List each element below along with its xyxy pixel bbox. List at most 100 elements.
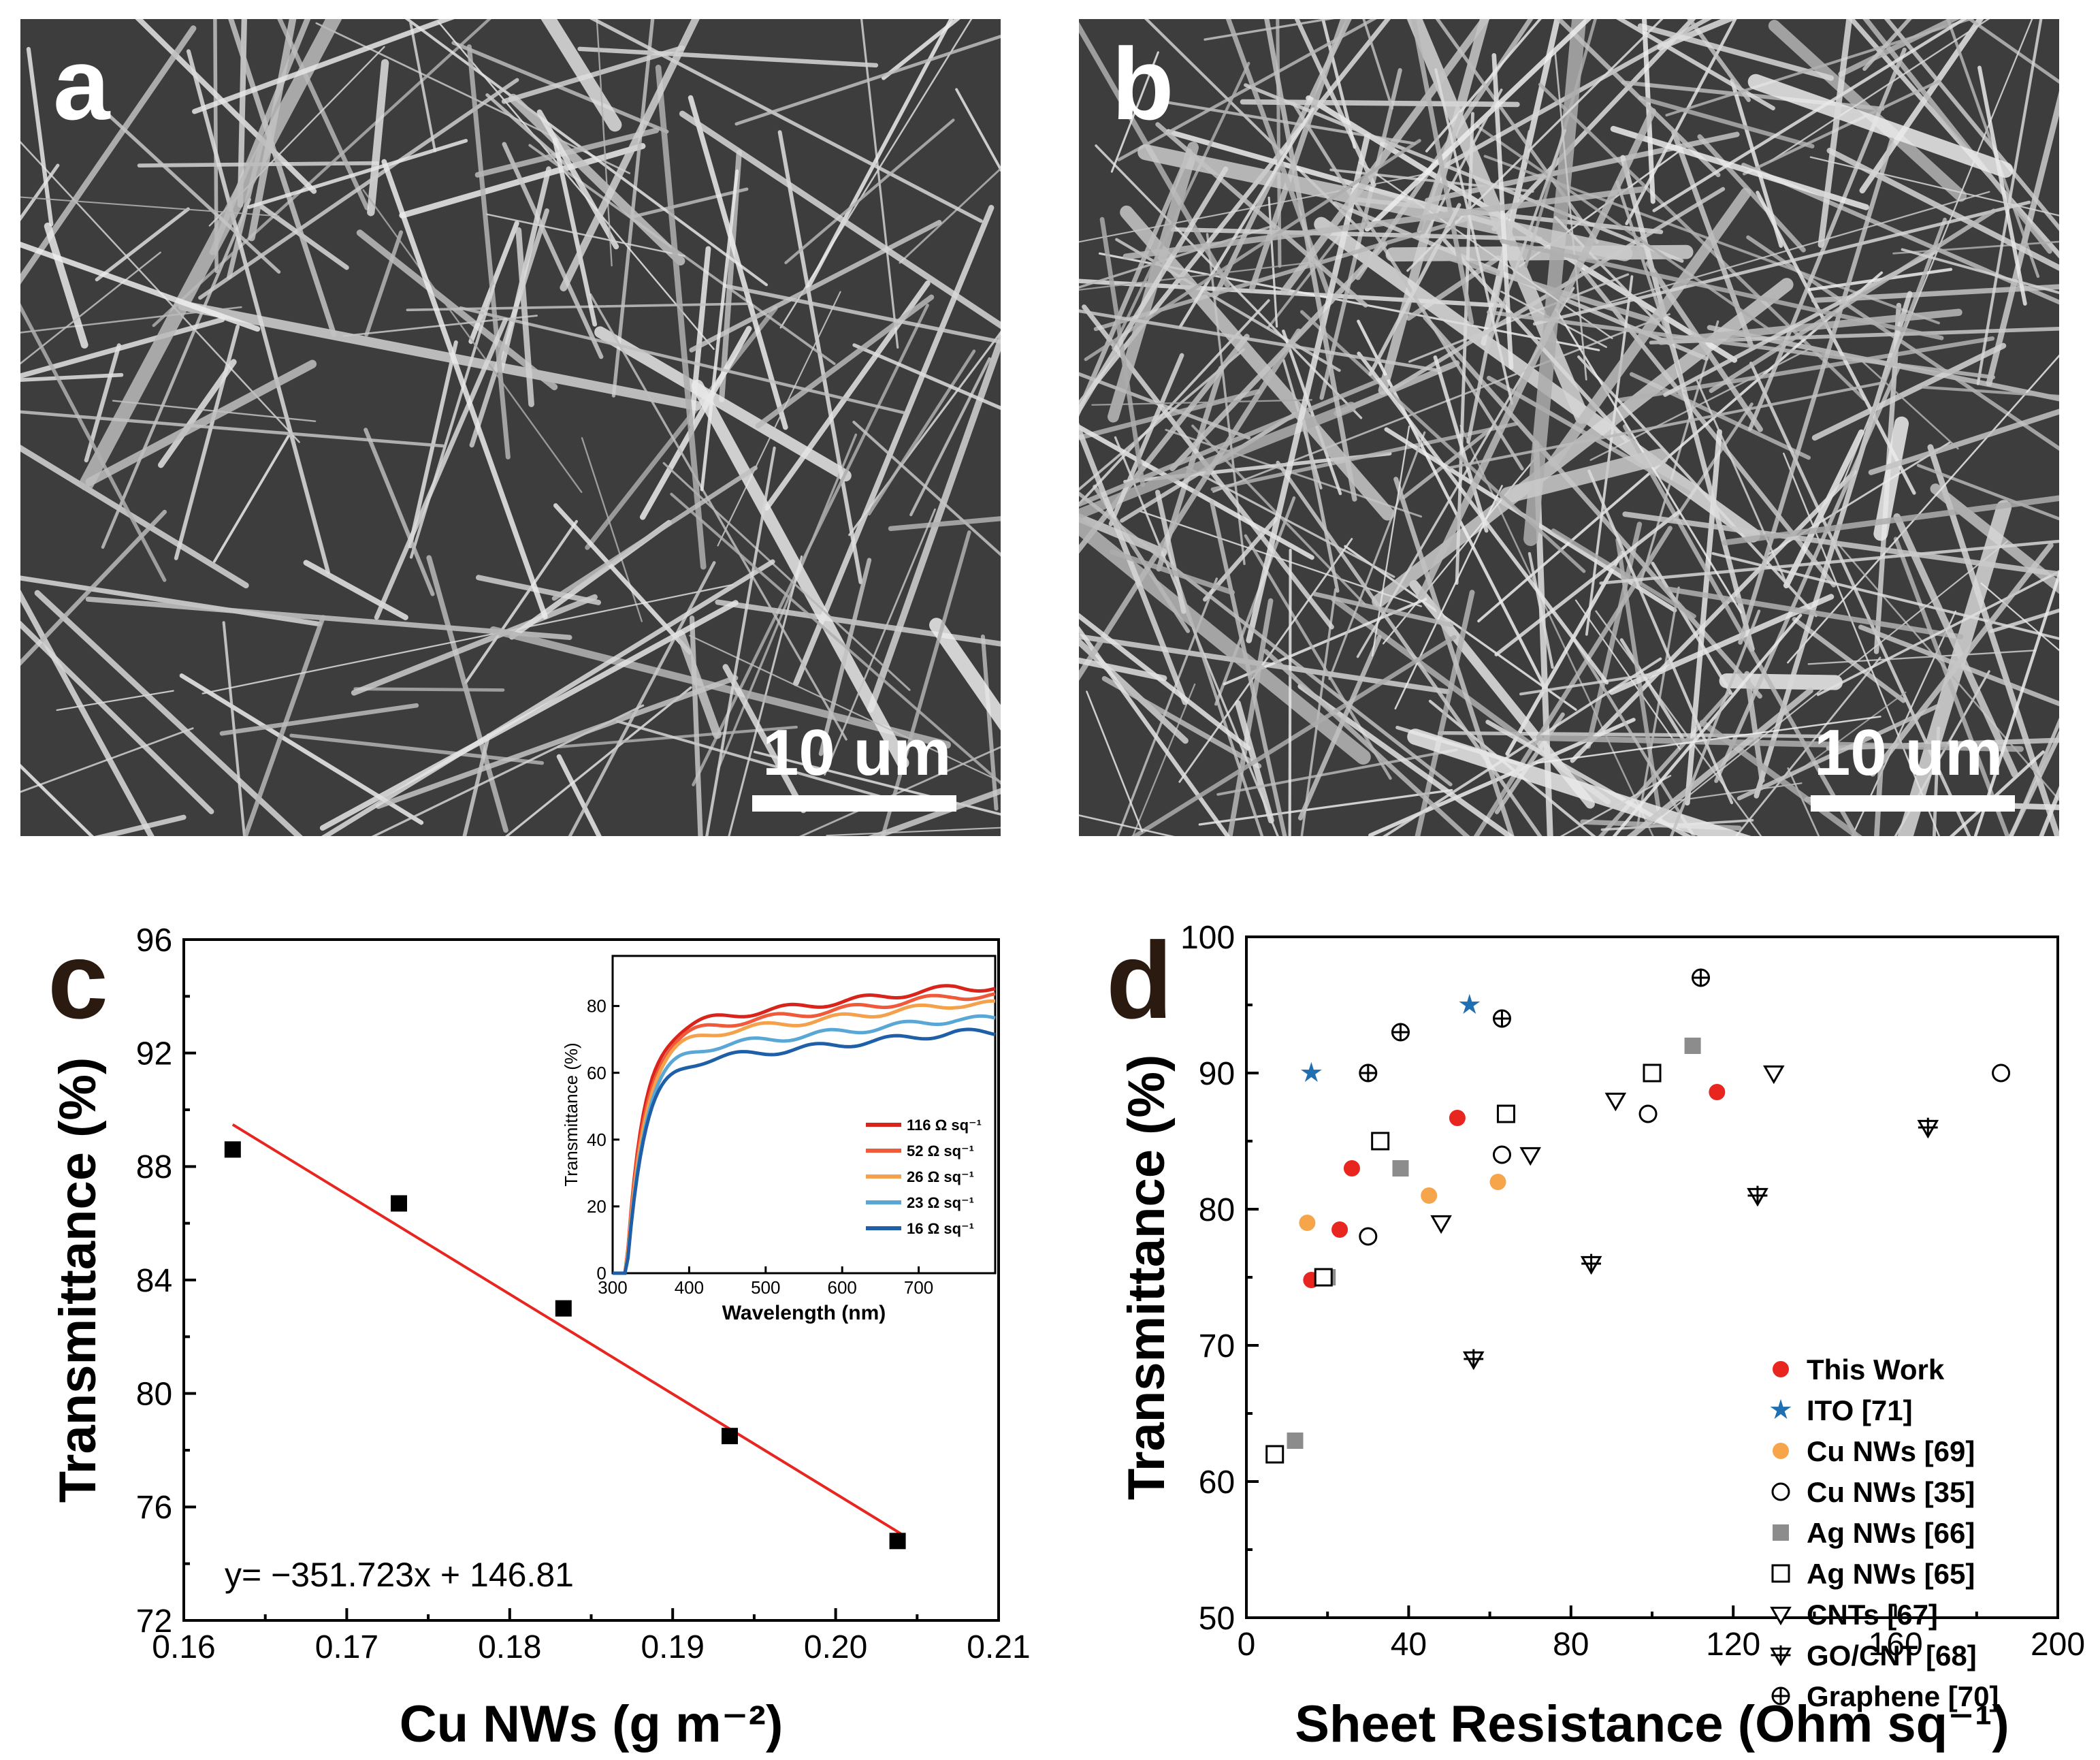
data-point bbox=[1643, 1063, 1662, 1083]
nanowire bbox=[1487, 310, 1996, 379]
nanowire bbox=[462, 733, 491, 836]
nanowire bbox=[1783, 452, 1941, 836]
nanowire bbox=[1362, 19, 1394, 110]
nanowire bbox=[2039, 786, 2059, 836]
nanowire bbox=[20, 196, 280, 217]
nanowire bbox=[1967, 19, 2059, 84]
data-point bbox=[391, 1195, 408, 1212]
y-tick-label: 76 bbox=[136, 1490, 172, 1526]
data-point bbox=[1391, 1023, 1410, 1042]
nanowire bbox=[1267, 196, 1278, 328]
inset-series-line bbox=[613, 1014, 996, 1275]
nanowire bbox=[222, 621, 246, 836]
nanowire bbox=[1297, 635, 1382, 821]
nanowire bbox=[1736, 704, 1940, 801]
nanowire bbox=[20, 410, 445, 448]
nanowire bbox=[1079, 166, 1229, 415]
data-point bbox=[1449, 1110, 1466, 1126]
y-tick-label: 0 bbox=[596, 1263, 606, 1283]
nanowire bbox=[364, 428, 435, 596]
nanowire bbox=[135, 19, 317, 194]
nanowire bbox=[1653, 541, 2008, 825]
nanowire bbox=[1519, 671, 1664, 696]
nanowire bbox=[1626, 687, 1813, 836]
nanowire bbox=[1079, 224, 1275, 289]
nanowire bbox=[1079, 491, 1453, 786]
nanowire bbox=[1358, 161, 1613, 340]
nanowire bbox=[213, 19, 219, 274]
nanowire bbox=[1434, 68, 1514, 405]
inset-legend-label: 26 Ω sq⁻¹ bbox=[907, 1168, 974, 1185]
nanowire bbox=[679, 110, 1001, 330]
nanowire bbox=[1079, 516, 1371, 765]
data-point bbox=[1638, 1104, 1658, 1123]
data-point bbox=[721, 1428, 738, 1445]
nanowire bbox=[1980, 582, 2059, 652]
nanowire bbox=[426, 555, 508, 833]
nanowire bbox=[362, 189, 583, 494]
nanowire bbox=[1730, 78, 1783, 249]
nanowire bbox=[26, 47, 54, 227]
nanowire bbox=[1554, 216, 1670, 336]
legend-label: Graphene [70] bbox=[1807, 1680, 1999, 1712]
data-point bbox=[1762, 1065, 1785, 1085]
nanowire bbox=[1874, 756, 1884, 836]
nanowire bbox=[1210, 421, 1519, 492]
data-point bbox=[1496, 1104, 1515, 1123]
nanowire bbox=[1079, 148, 1193, 417]
nanowire bbox=[1617, 336, 1995, 402]
nanowire bbox=[351, 594, 598, 696]
nanowire bbox=[826, 827, 1001, 836]
nanowire bbox=[502, 142, 604, 359]
nanowire bbox=[1756, 191, 1916, 495]
data-point bbox=[1430, 1215, 1452, 1234]
nanowire bbox=[1666, 586, 1964, 640]
inset-legend-label: 52 Ω sq⁻¹ bbox=[907, 1142, 974, 1159]
nanowire bbox=[880, 530, 971, 836]
nanowire bbox=[1155, 122, 1368, 308]
nanowire bbox=[303, 560, 408, 620]
nanowire bbox=[1079, 424, 1314, 560]
nanowire bbox=[1868, 409, 2059, 475]
nanowire bbox=[1674, 782, 1803, 802]
nanowire bbox=[1826, 148, 2059, 271]
y-tick-label: 80 bbox=[1199, 1192, 1235, 1228]
nanowire bbox=[367, 59, 389, 217]
nanowire bbox=[20, 763, 94, 836]
nanowire bbox=[1111, 61, 1250, 350]
inset-background bbox=[613, 956, 995, 1273]
nanowire bbox=[1838, 19, 1960, 78]
nanowire bbox=[1709, 208, 1997, 394]
nanowire bbox=[1079, 613, 1251, 751]
x-tick-label: 0.17 bbox=[315, 1629, 378, 1665]
nanowire bbox=[1079, 657, 1167, 682]
data-point bbox=[1359, 1065, 1376, 1081]
nanowire bbox=[409, 284, 496, 559]
nanowire bbox=[723, 283, 1001, 345]
nanowire bbox=[1620, 155, 1755, 652]
legend-label: GO/CNT [68] bbox=[1807, 1639, 1977, 1671]
inset-series-line bbox=[613, 984, 996, 1275]
nanowire bbox=[611, 19, 655, 398]
nanowire bbox=[1494, 712, 1565, 814]
nanowire bbox=[1768, 20, 1967, 202]
nanowire bbox=[466, 44, 511, 460]
y-tick-label: 40 bbox=[587, 1130, 607, 1150]
nanowire bbox=[1536, 735, 2024, 752]
nanowire bbox=[1178, 107, 1314, 328]
data-point bbox=[1917, 1117, 1939, 1139]
data-point bbox=[1462, 1349, 1485, 1371]
data-point bbox=[1287, 1433, 1304, 1449]
data-point bbox=[1580, 1253, 1602, 1275]
nanowire bbox=[1079, 299, 1270, 507]
nanowire bbox=[20, 590, 155, 836]
nanowire bbox=[353, 687, 505, 692]
legend-label: Cu NWs [35] bbox=[1807, 1476, 1975, 1508]
nanowire bbox=[1989, 608, 2059, 633]
scale-bar-label-a: 10 um bbox=[762, 716, 952, 789]
x-tick-label: 0 bbox=[1238, 1627, 1256, 1663]
nanowire bbox=[1477, 271, 1884, 623]
nanowire bbox=[1368, 203, 1461, 377]
y-tick-label: 84 bbox=[136, 1263, 172, 1299]
nanowire bbox=[1811, 284, 2059, 303]
